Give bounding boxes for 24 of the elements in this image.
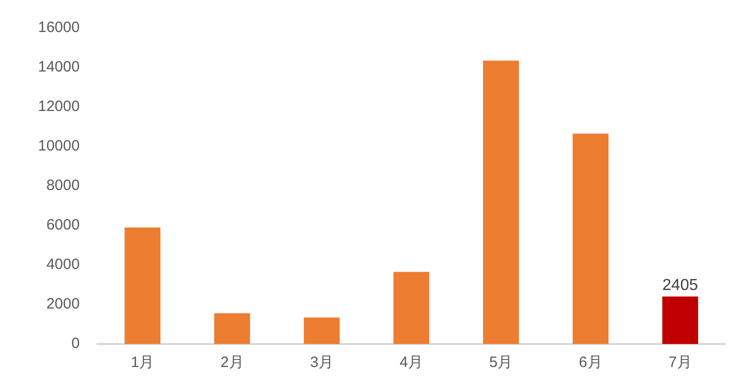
x-tick-label: 2月	[220, 354, 244, 372]
bar	[304, 318, 340, 344]
bar	[662, 296, 698, 344]
y-tick-label: 8000	[46, 177, 80, 194]
x-tick-label: 1月	[130, 354, 154, 372]
y-tick-label: 14000	[38, 58, 80, 76]
bar	[393, 272, 430, 344]
data-label: 2405	[662, 276, 698, 294]
y-tick-label: 10000	[38, 138, 80, 155]
x-tick-label: 7月	[668, 354, 692, 372]
bar	[572, 134, 609, 344]
y-tick-label: 6000	[46, 216, 80, 234]
y-tick-label: 0	[71, 335, 80, 352]
bar	[483, 60, 519, 344]
x-tick-label: 6月	[578, 354, 602, 372]
y-tick-label: 2000	[46, 296, 80, 313]
y-tick-label: 4000	[46, 256, 80, 274]
x-tick-label: 4月	[400, 354, 424, 372]
bar	[124, 227, 160, 344]
x-tick-label: 3月	[310, 354, 334, 372]
y-tick-label: 16000	[38, 19, 80, 36]
y-tick-label: 12000	[38, 98, 80, 116]
bar	[214, 313, 250, 344]
x-tick-label: 5月	[489, 354, 513, 372]
